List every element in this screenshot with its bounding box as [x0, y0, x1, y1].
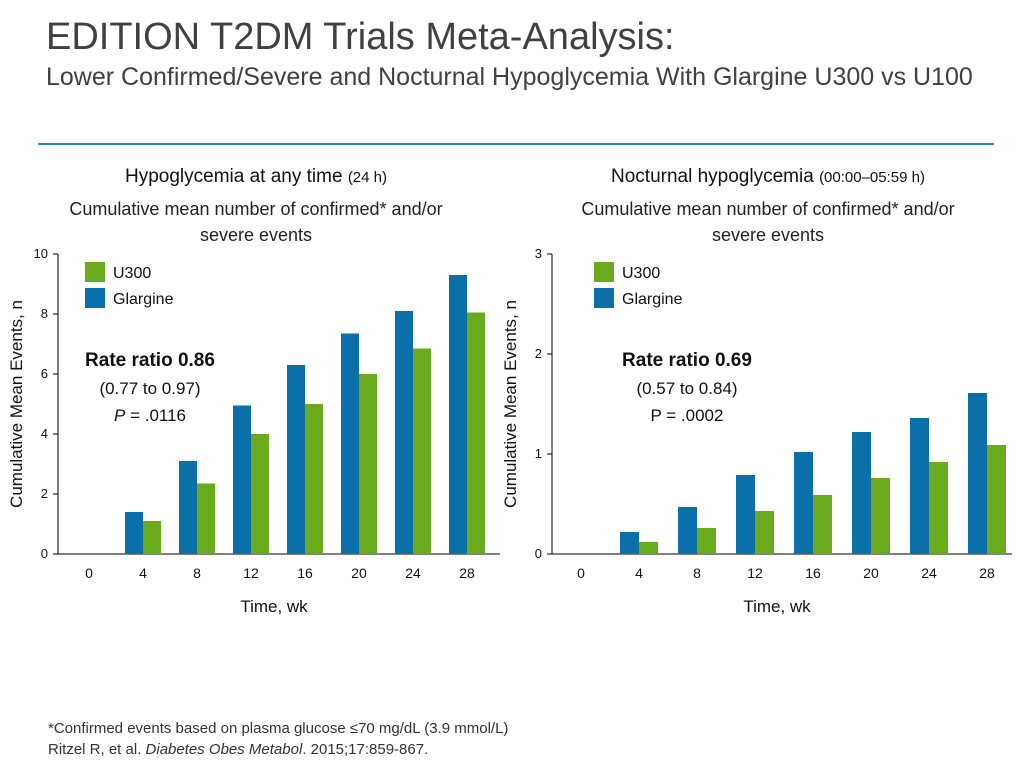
rate-ratio-label: Rate ratio 0.86	[85, 350, 215, 371]
bar-u300	[697, 528, 716, 554]
y-tick-label: 2	[41, 486, 48, 501]
legend-label-u300: U300	[622, 265, 660, 282]
x-tick-label: 20	[351, 565, 367, 581]
bar-u300	[305, 404, 323, 554]
title-subtitle: Lower Confirmed/Severe and Nocturnal Hyp…	[46, 63, 973, 91]
bar-u300	[755, 511, 774, 554]
bar-u300	[359, 374, 377, 554]
bar-u300	[143, 521, 161, 554]
bar-u300	[251, 434, 269, 554]
x-tick-label: 24	[921, 565, 937, 581]
footnote: *Confirmed events based on plasma glucos…	[48, 718, 508, 760]
p-value: P = .0116	[114, 406, 186, 425]
y-tick-label: 6	[41, 366, 48, 381]
citation-details: . 2015;17:859-867.	[302, 741, 429, 758]
x-tick-label: 8	[693, 565, 701, 581]
bar-u300	[871, 478, 890, 554]
chart-panel-nocturnal: Nocturnal hypoglycemia (00:00–05:59 h) C…	[501, 160, 1024, 630]
citation-journal: Diabetes Obes Metabol	[145, 741, 303, 758]
y-axis-label: Cumulative Mean Events, n	[7, 300, 26, 508]
legend-swatch-u300	[594, 262, 614, 282]
x-tick-label: 20	[863, 565, 879, 581]
x-tick-label: 28	[979, 565, 995, 581]
bar-glargine	[125, 512, 143, 554]
rate-ratio-label: Rate ratio 0.69	[622, 350, 752, 371]
bar-glargine	[678, 507, 697, 554]
x-tick-label: 4	[139, 565, 147, 581]
citation-authors: Ritzel R, et al.	[48, 741, 146, 758]
bar-u300	[467, 312, 485, 554]
y-tick-label: 8	[41, 306, 48, 321]
p-value-text: = .0116	[125, 406, 186, 425]
y-axis-label: Cumulative Mean Events, n	[501, 300, 520, 508]
bar-glargine	[736, 475, 755, 554]
x-tick-label: 16	[297, 565, 313, 581]
chart-title-text: Hypoglycemia at any time	[124, 166, 343, 187]
chart-title-suffix: (24 h)	[347, 169, 387, 186]
chart-panel-any-time: Hypoglycemia at any time (24 h) Cumulati…	[0, 160, 512, 630]
x-axis-label: Time, wk	[743, 597, 811, 616]
y-tick-label: 4	[41, 426, 48, 441]
bar-u300	[987, 445, 1006, 554]
x-tick-label: 28	[459, 565, 475, 581]
legend-label-glargine: Glargine	[622, 291, 683, 308]
bar-glargine	[341, 333, 359, 554]
footnote-definition: *Confirmed events based on plasma glucos…	[48, 720, 509, 737]
bar-glargine	[233, 405, 251, 554]
bar-glargine	[620, 532, 639, 554]
chart-subtitle: Cumulative mean number of confirmed* and…	[581, 199, 955, 245]
bar-u300	[929, 462, 948, 554]
bar-glargine	[968, 393, 987, 554]
bar-glargine	[395, 311, 413, 554]
footnote-citation: Ritzel R, et al. Diabetes Obes Metabol. …	[48, 739, 508, 760]
y-tick-label: 10	[34, 246, 48, 261]
p-value-symbol: P	[114, 406, 126, 425]
x-tick-label: 0	[85, 565, 93, 581]
y-tick-label: 2	[535, 346, 542, 361]
x-tick-label: 0	[577, 565, 585, 581]
x-tick-label: 12	[243, 565, 259, 581]
title-divider	[38, 143, 994, 145]
y-tick-label: 3	[535, 246, 542, 261]
slide-title: EDITION T2DM Trials Meta-Analysis: Lower…	[46, 14, 973, 93]
x-tick-label: 16	[805, 565, 821, 581]
legend-swatch-u300	[85, 262, 105, 282]
p-value: P = .0002	[651, 406, 724, 425]
y-tick-label: 0	[41, 546, 48, 561]
legend-swatch-glargine	[85, 288, 105, 308]
bar-glargine	[287, 365, 305, 554]
rate-ratio-ci: (0.57 to 0.84)	[636, 379, 737, 398]
legend-swatch-glargine	[594, 288, 614, 308]
chart-title-suffix: (00:00–05:59 h)	[819, 169, 925, 186]
legend-label-u300: U300	[113, 265, 151, 282]
title-main: EDITION T2DM Trials Meta-Analysis:	[46, 16, 675, 58]
x-tick-label: 12	[747, 565, 763, 581]
x-tick-label: 8	[193, 565, 201, 581]
bar-u300	[813, 495, 832, 554]
p-value-text: P = .0002	[651, 406, 724, 425]
bar-glargine	[852, 432, 871, 554]
x-axis-label: Time, wk	[240, 597, 308, 616]
bar-u300	[639, 542, 658, 554]
chart-title: Nocturnal hypoglycemia (00:00–05:59 h)	[512, 166, 1024, 188]
bar-glargine	[910, 418, 929, 554]
x-tick-label: 24	[405, 565, 421, 581]
chart-title-text: Nocturnal hypoglycemia	[611, 166, 814, 187]
y-tick-label: 1	[535, 446, 542, 461]
bar-glargine	[179, 461, 197, 554]
rate-ratio-ci: (0.77 to 0.97)	[99, 379, 200, 398]
bar-u300	[197, 483, 215, 554]
bar-u300	[413, 348, 431, 554]
chart-subtitle: Cumulative mean number of confirmed* and…	[69, 199, 443, 245]
bar-glargine	[449, 275, 467, 554]
bar-glargine	[794, 452, 813, 554]
legend-label-glargine: Glargine	[113, 291, 174, 308]
x-tick-label: 4	[635, 565, 643, 581]
y-tick-label: 0	[535, 546, 542, 561]
chart-title: Hypoglycemia at any time (24 h)	[0, 166, 512, 188]
